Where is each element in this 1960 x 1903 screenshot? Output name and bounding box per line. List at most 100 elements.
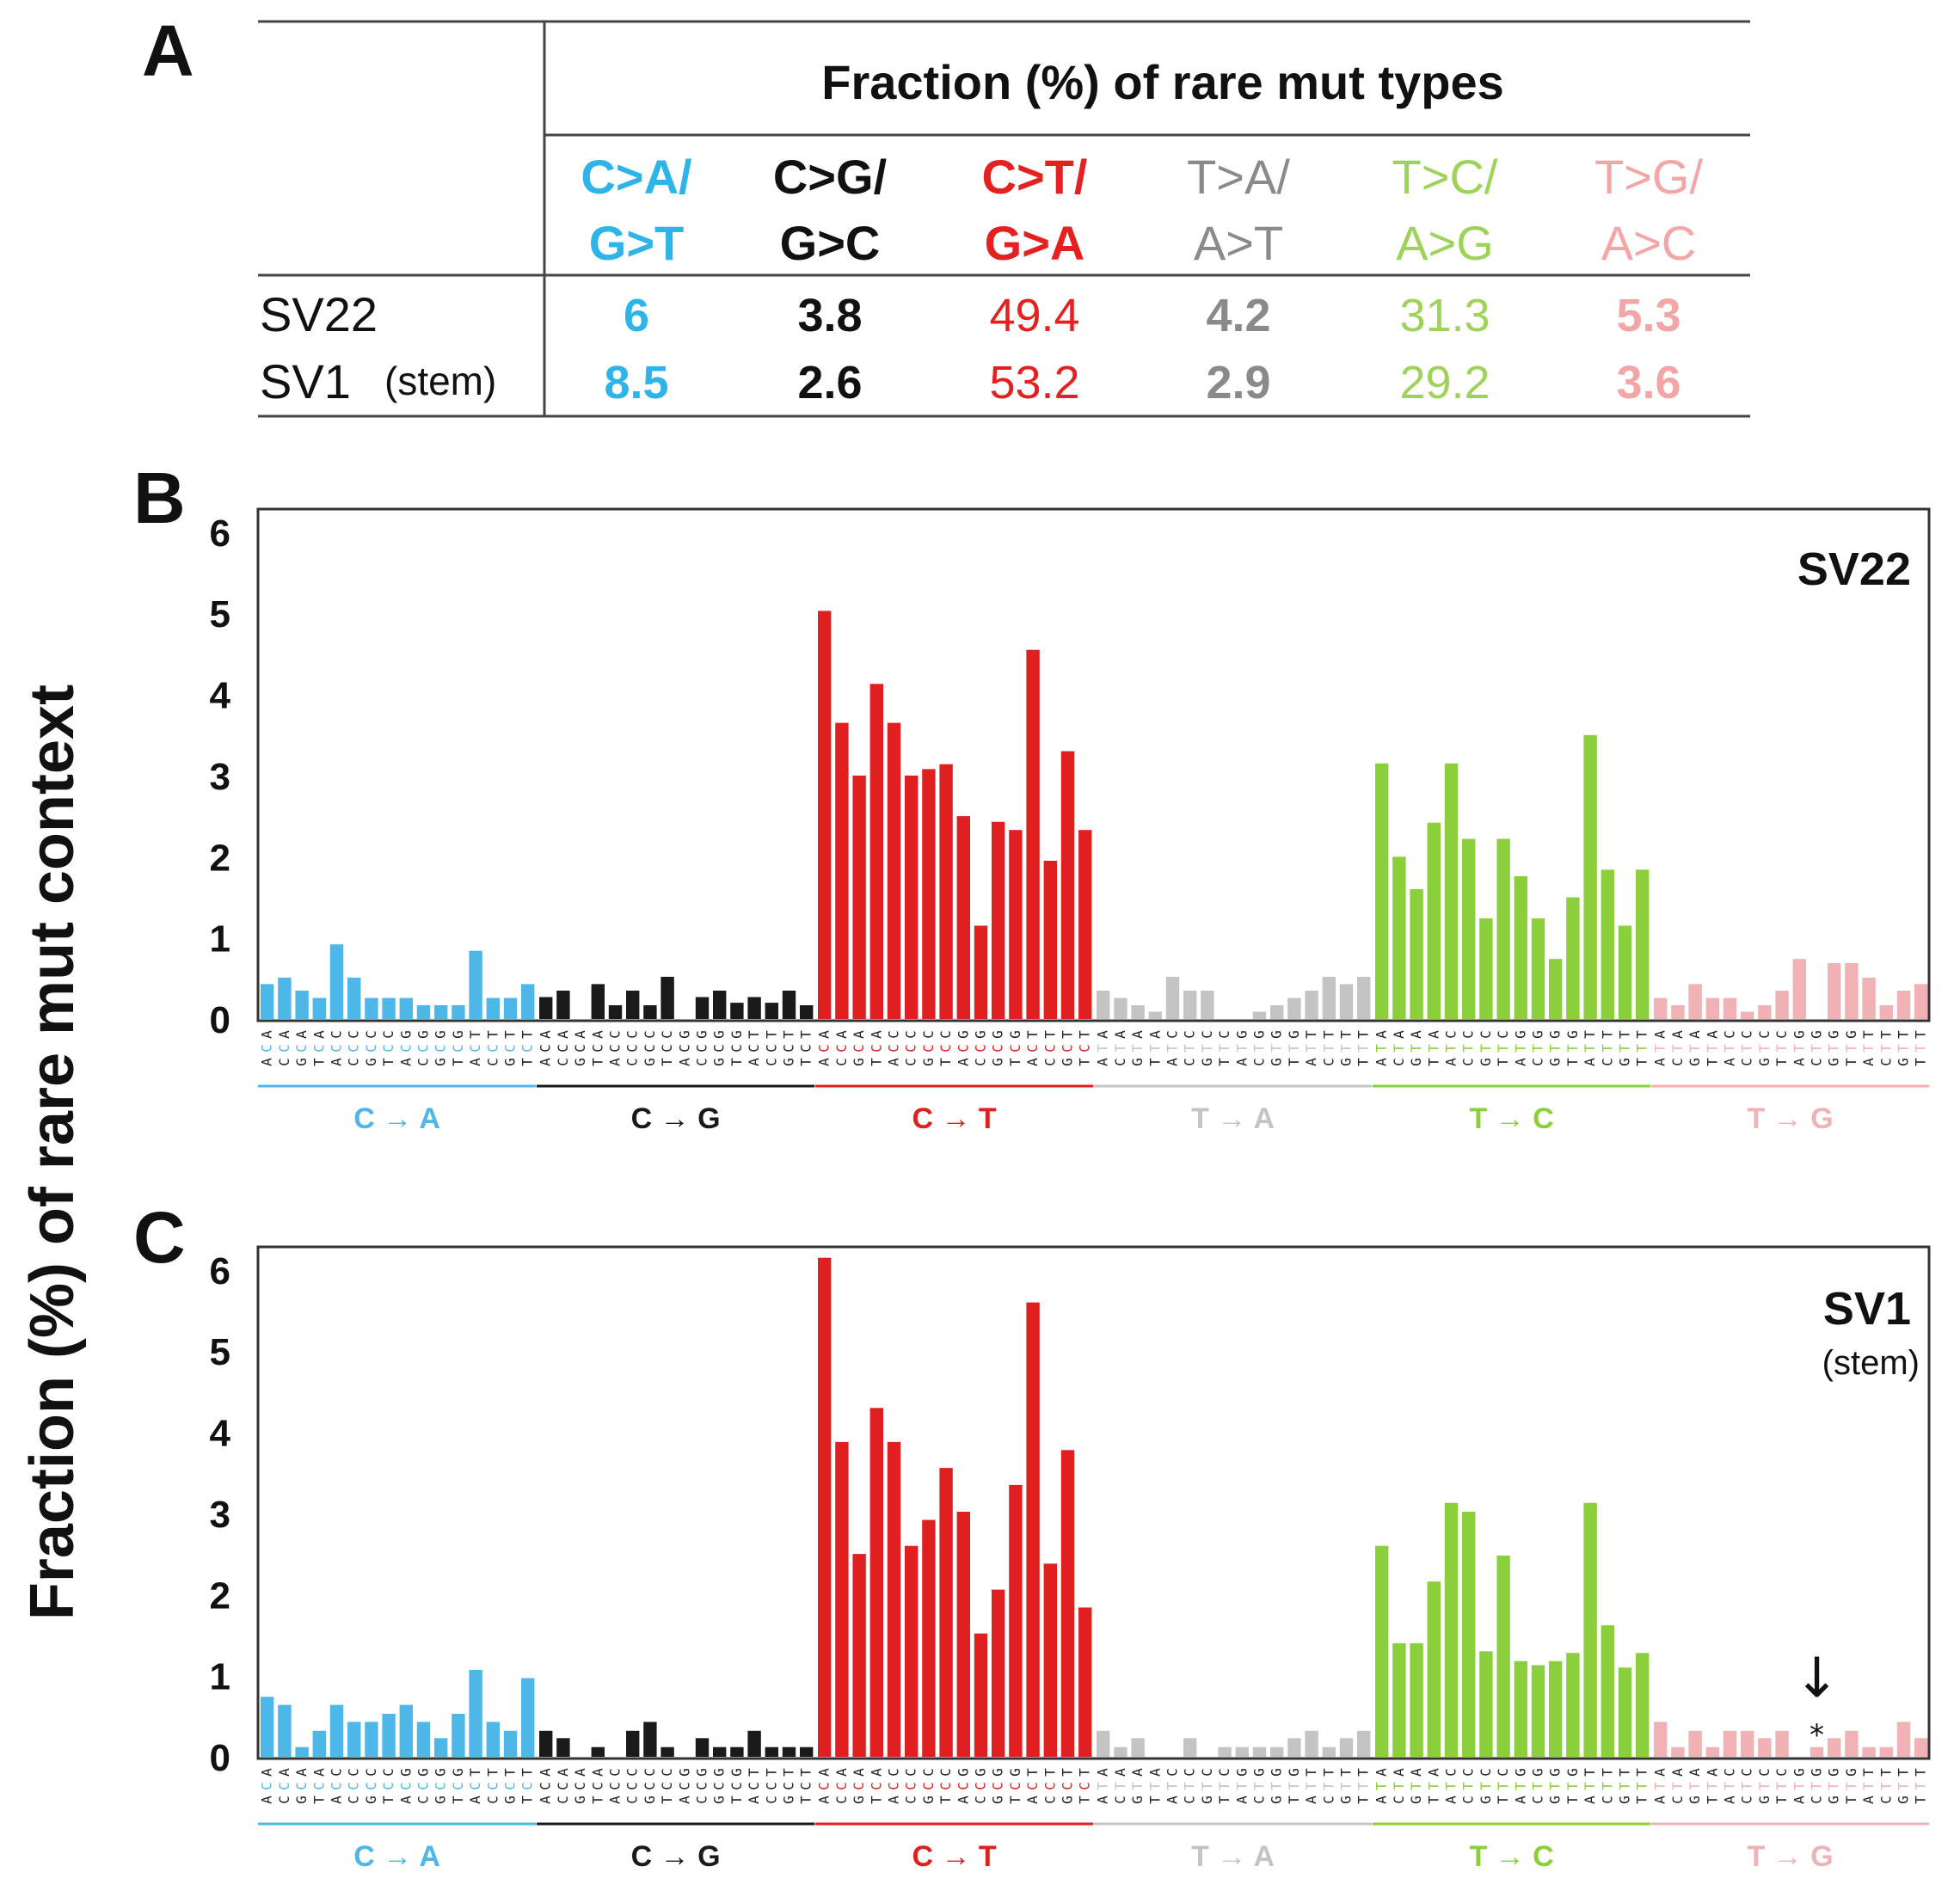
context-letter: C xyxy=(1599,1796,1615,1804)
bar-T-to-A-16 xyxy=(1357,1730,1371,1757)
context-letter: T xyxy=(1913,1768,1929,1777)
y-tick-label: 2 xyxy=(210,1575,230,1617)
context-letter: G xyxy=(851,1058,867,1066)
context-letter: C xyxy=(450,1044,466,1053)
bar-T-to-G-7 xyxy=(1758,1005,1772,1019)
context-letter: C xyxy=(1041,1796,1058,1804)
bar-T-to-A-8 xyxy=(1218,1746,1232,1757)
bar-T-to-A-15 xyxy=(1339,984,1354,1019)
bar-C-to-T-7 xyxy=(922,769,936,1019)
y-tick-label: 1 xyxy=(210,1656,230,1698)
context-letter: C xyxy=(555,1796,571,1804)
table-cell: 4.2 xyxy=(1206,290,1270,341)
row-name: SV22 xyxy=(260,287,378,341)
context-letter: T xyxy=(1512,1044,1528,1053)
context-letter: C xyxy=(798,1782,814,1790)
context-letter: C xyxy=(763,1044,779,1053)
table-header: Fraction (%) of rare mut types xyxy=(821,55,1503,109)
bar-C-to-A-8 xyxy=(382,1714,396,1757)
context-letter: T xyxy=(868,1796,884,1804)
context-letter: T xyxy=(1303,1768,1319,1777)
context-letter: A xyxy=(1112,1768,1128,1777)
bar-T-to-C-4 xyxy=(1427,822,1441,1019)
context-letter: C xyxy=(293,1044,310,1053)
context-letter: T xyxy=(1041,1030,1058,1039)
context-letter: A xyxy=(607,1058,624,1066)
context-letter: T xyxy=(1164,1782,1181,1790)
context-letter: A xyxy=(1373,1058,1390,1066)
context-letter: C xyxy=(259,1782,275,1790)
bar-T-to-C-13 xyxy=(1583,1502,1597,1757)
bar-C-to-G-11 xyxy=(713,991,727,1019)
context-letter: C xyxy=(346,1782,362,1790)
context-letter: A xyxy=(1669,1768,1686,1777)
context-letter: G xyxy=(450,1768,466,1777)
bar-C-to-T-1 xyxy=(818,1257,832,1757)
context-letter: T xyxy=(519,1058,536,1066)
bar-T-to-C-14 xyxy=(1601,1625,1614,1757)
context-letter: T xyxy=(1843,1058,1859,1066)
context-letter: T xyxy=(1425,1044,1441,1053)
context-letter: A xyxy=(851,1030,867,1039)
context-letter: T xyxy=(1634,1044,1650,1053)
bar-T-to-G-16 xyxy=(1914,1738,1928,1757)
context-letter: A xyxy=(1129,1030,1146,1039)
context-letter: G xyxy=(415,1768,432,1777)
context-letter: C xyxy=(538,1782,554,1790)
context-letter: C xyxy=(694,1044,710,1053)
context-letter: G xyxy=(572,1058,588,1066)
context-letter: C xyxy=(1739,1796,1755,1804)
bar-C-to-A-5 xyxy=(329,944,344,1019)
context-letter: G xyxy=(1617,1058,1633,1066)
context-letter: C xyxy=(659,1030,675,1039)
context-letter: G xyxy=(1286,1768,1302,1777)
context-letter: C xyxy=(363,1044,379,1053)
context-letter: C xyxy=(555,1058,571,1066)
context-letter: T xyxy=(1913,1044,1929,1053)
context-letter: T xyxy=(519,1796,536,1804)
context-letter: A xyxy=(538,1796,554,1804)
bar-T-to-G-8 xyxy=(1775,991,1789,1019)
bar-C-to-G-1 xyxy=(539,1730,553,1757)
context-letter: G xyxy=(990,1796,1006,1804)
bar-C-to-G-6 xyxy=(626,1730,640,1757)
context-letter: T xyxy=(1843,1796,1859,1804)
context-letter: G xyxy=(676,1030,692,1039)
context-letter: T xyxy=(1860,1030,1877,1039)
bar-T-to-A-6 xyxy=(1183,991,1197,1019)
context-letter: A xyxy=(1408,1030,1424,1039)
context-letter: C xyxy=(415,1044,432,1053)
context-letter: T xyxy=(1460,1044,1477,1053)
context-letter: T xyxy=(1809,1782,1825,1790)
context-letter: T xyxy=(519,1030,536,1039)
bar-C-to-A-15 xyxy=(503,998,518,1019)
context-letter: T xyxy=(1843,1044,1859,1053)
context-letter: G xyxy=(676,1768,692,1777)
context-letter: C xyxy=(1041,1044,1058,1053)
y-tick-label: 0 xyxy=(210,1737,230,1779)
bar-C-to-G-11 xyxy=(713,1746,727,1757)
bar-C-to-T-5 xyxy=(887,722,901,1019)
context-letter: T xyxy=(467,1030,483,1039)
context-letter: A xyxy=(1146,1030,1163,1039)
context-letter: C xyxy=(1112,1058,1128,1066)
bar-T-to-G-1 xyxy=(1654,998,1668,1019)
context-letter: T xyxy=(1826,1782,1842,1790)
bar-C-to-T-8 xyxy=(939,1468,953,1757)
bar-C-to-T-7 xyxy=(922,1519,936,1757)
table-cell: 49.4 xyxy=(989,290,1079,341)
bar-T-to-A-1 xyxy=(1097,1730,1110,1757)
bar-C-to-T-13 xyxy=(1026,649,1040,1019)
context-letter: T xyxy=(798,1768,814,1777)
context-letter: C xyxy=(642,1030,658,1039)
series-title: SV22 xyxy=(1797,543,1911,595)
context-letter: C xyxy=(763,1058,779,1066)
context-letter: A xyxy=(1652,1058,1668,1066)
context-letter: C xyxy=(397,1782,414,1790)
context-letter: G xyxy=(781,1058,797,1066)
bar-T-to-C-16 xyxy=(1636,869,1650,1019)
bar-C-to-A-8 xyxy=(382,998,396,1019)
context-letter: A xyxy=(1443,1796,1459,1804)
context-letter: A xyxy=(851,1768,867,1777)
context-letter: T xyxy=(467,1768,483,1777)
